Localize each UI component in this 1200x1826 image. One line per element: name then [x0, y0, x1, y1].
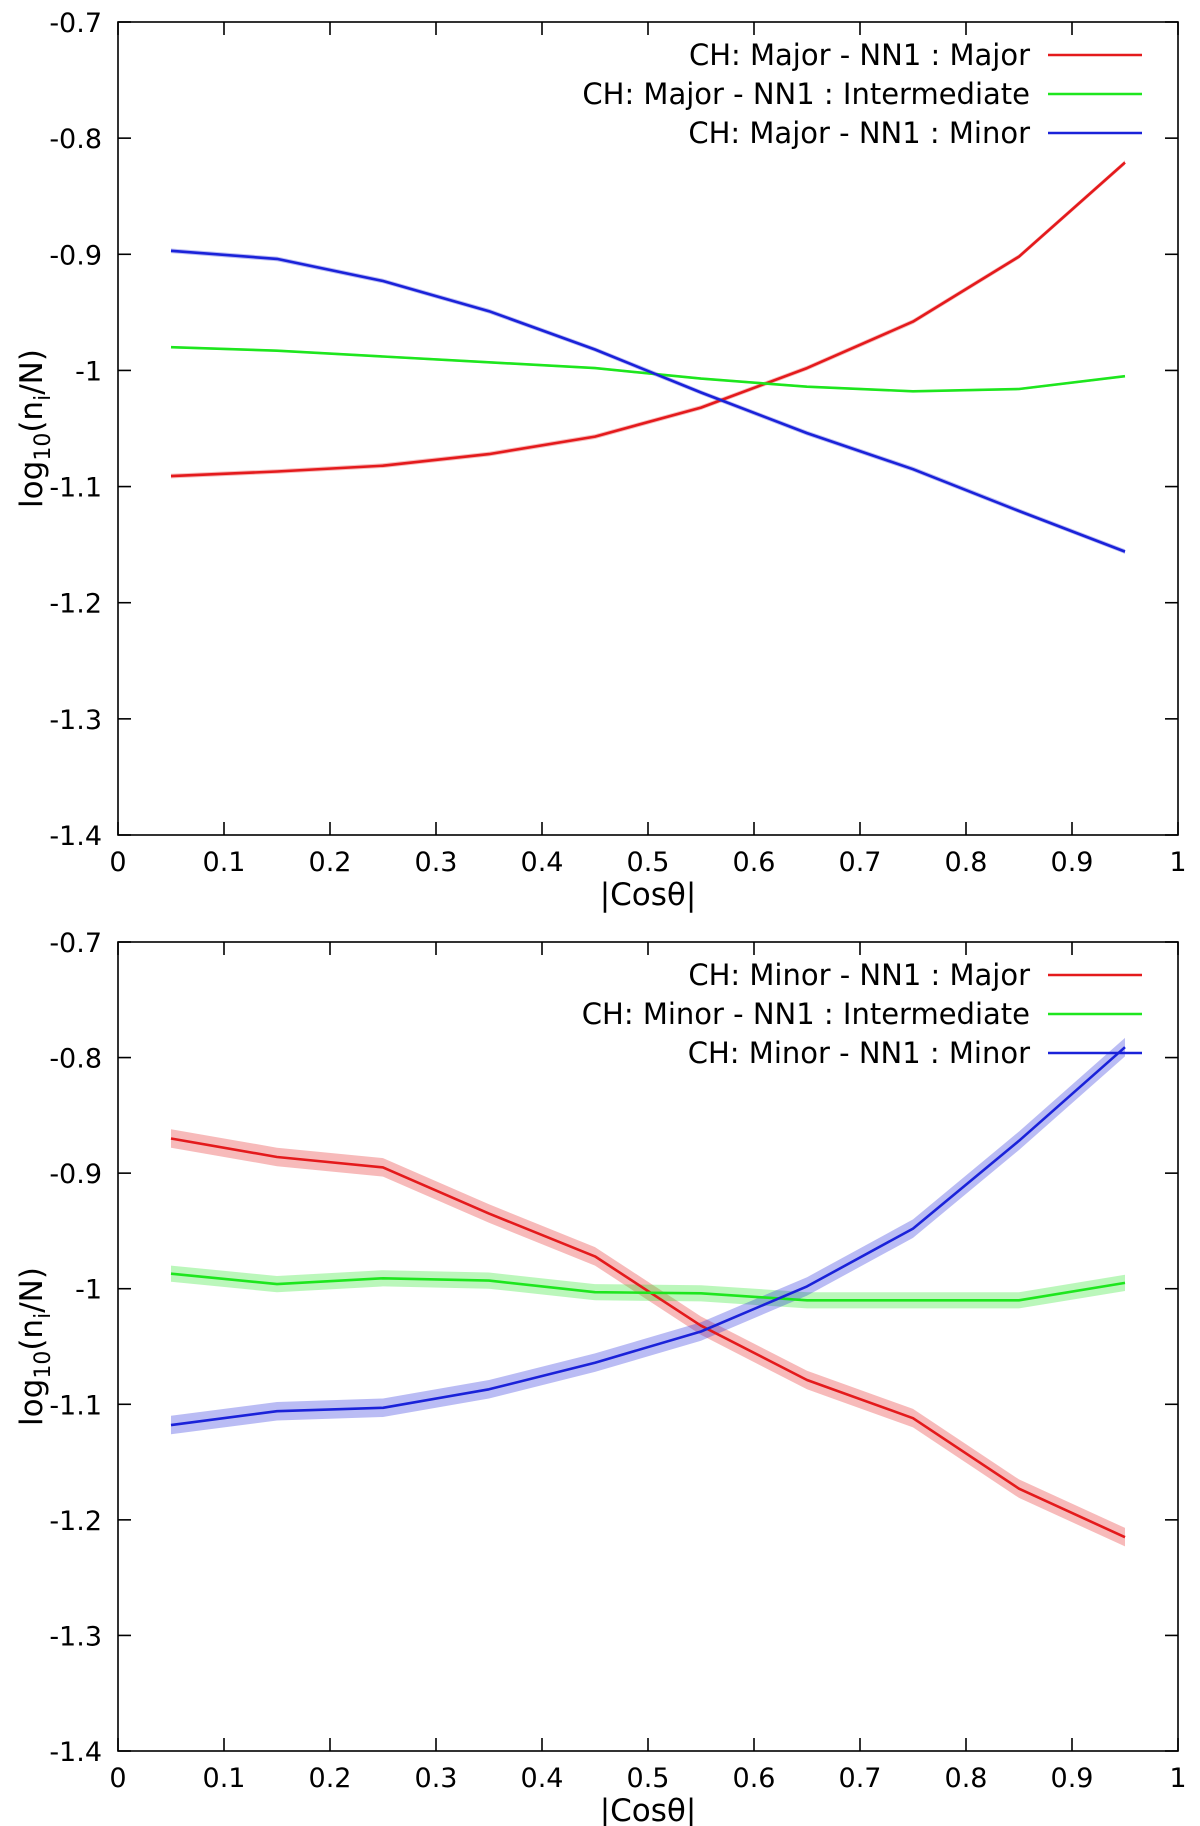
- x-tick-label: 0: [109, 1763, 126, 1794]
- y-axis-title-index: i: [31, 395, 56, 401]
- x-tick-label: 1: [1169, 847, 1186, 878]
- bottom-chart: 0 0.1 0.2 0.3 0.4 0.5 0.6 0.7 0.8 0.9 1 -1.4 -1.3 -1.…: [14, 928, 1187, 1826]
- y-tick-label: -0.9: [49, 1159, 102, 1190]
- y-tick-label: -0.8: [49, 124, 102, 155]
- y-tick-label: -1: [75, 356, 102, 387]
- x-tick-label: 0.7: [839, 1763, 882, 1794]
- x-axis-title: |Cosθ|: [600, 1793, 697, 1826]
- legend-label: CH: Minor - NN1 : Intermediate: [582, 997, 1030, 1031]
- y-axis-title-log: log: [14, 461, 50, 508]
- y-axis-title-subscript: 10: [31, 1351, 56, 1379]
- x-tick-label: 0.9: [1051, 1763, 1094, 1794]
- series-2-line: [170, 345, 1126, 393]
- series-3-error-band: [171, 248, 1125, 554]
- legend-label: CH: Minor - NN1 : Major: [688, 958, 1030, 992]
- x-axis-title: |Cosθ|: [600, 877, 697, 913]
- y-axis-title-close: /N): [14, 1267, 50, 1313]
- y-axis-title-subscript: 10: [31, 433, 56, 461]
- y-tick-label: -1: [75, 1275, 102, 1306]
- series-lines: [170, 161, 1126, 553]
- y-axis-title-open: (n: [14, 1319, 50, 1351]
- x-tick-label: 0.6: [733, 1763, 776, 1794]
- y-tick-label: -0.9: [49, 240, 102, 271]
- y-tick-label: -1.4: [49, 821, 102, 852]
- y-axis-title: log10(ni/N): [14, 349, 56, 508]
- series-3-line: [170, 249, 1126, 553]
- y-tick-label: -1.3: [49, 1621, 102, 1652]
- y-axis-title: log10(ni/N): [14, 1267, 56, 1426]
- y-tick-label: -1.3: [49, 705, 102, 736]
- legend-label: CH: Major - NN1 : Major: [689, 38, 1030, 72]
- x-tick-label: 0.3: [415, 1763, 458, 1794]
- y-tick-label: -0.7: [49, 8, 102, 39]
- x-tick-label: 0.2: [309, 847, 352, 878]
- axes: 0 0.1 0.2 0.3 0.4 0.5 0.6 0.7 0.8 0.9 1 -1.4 -1.3 -1.…: [49, 8, 1186, 878]
- series-1-error-band: [171, 160, 1125, 479]
- y-tick-label: -1.4: [49, 1737, 102, 1768]
- series-1-line: [170, 1137, 1126, 1539]
- error-bands: [171, 1037, 1125, 1547]
- top-chart: 0 0.1 0.2 0.3 0.4 0.5 0.6 0.7 0.8 0.9 1 -1.4 -1.3 -1.…: [14, 8, 1187, 913]
- x-tick-label: 1: [1169, 1763, 1186, 1794]
- x-tick-label: 0.5: [627, 1763, 670, 1794]
- series-3-error-band: [171, 1037, 1125, 1435]
- y-axis-title-close: /N): [14, 349, 50, 395]
- y-axis-title-log: log: [14, 1379, 50, 1426]
- y-tick-label: -0.8: [49, 1044, 102, 1075]
- series-lines: [170, 1046, 1126, 1539]
- legend: CH: Major - NN1 : Major CH: Major - NN1 :…: [582, 38, 1142, 150]
- y-tick-label: -1.1: [49, 1390, 102, 1421]
- x-tick-label: 0: [109, 847, 126, 878]
- legend-label: CH: Major - NN1 : Minor: [688, 116, 1030, 150]
- legend-label: CH: Major - NN1 : Intermediate: [582, 77, 1030, 111]
- error-bands: [171, 160, 1125, 554]
- y-axis-title-index: i: [31, 1313, 56, 1319]
- x-tick-label: 0.4: [521, 1763, 564, 1794]
- x-tick-label: 0.9: [1051, 847, 1094, 878]
- series-2-error-band: [171, 1265, 1125, 1309]
- x-tick-label: 0.7: [839, 847, 882, 878]
- y-tick-label: -1.2: [49, 589, 102, 620]
- series-3-line: [170, 1046, 1126, 1427]
- series-2-line: [170, 1272, 1126, 1302]
- y-tick-label: -1.1: [49, 473, 102, 504]
- x-tick-label: 0.8: [945, 1763, 988, 1794]
- y-axis-title-open: (n: [14, 401, 50, 433]
- axes: 0 0.1 0.2 0.3 0.4 0.5 0.6 0.7 0.8 0.9 1 -1.4 -1.3 -1.…: [49, 928, 1186, 1794]
- legend: CH: Minor - NN1 : Major CH: Minor - NN1 :…: [582, 958, 1142, 1070]
- y-tick-label: -1.2: [49, 1506, 102, 1537]
- x-tick-label: 0.1: [203, 1763, 246, 1794]
- x-tick-label: 0.3: [415, 847, 458, 878]
- x-tick-label: 0.6: [733, 847, 776, 878]
- x-tick-label: 0.2: [309, 1763, 352, 1794]
- legend-label: CH: Minor - NN1 : Minor: [688, 1036, 1030, 1070]
- x-tick-label: 0.1: [203, 847, 246, 878]
- y-tick-label: -0.7: [49, 928, 102, 959]
- series-1-line: [170, 161, 1126, 478]
- x-tick-label: 0.4: [521, 847, 564, 878]
- x-tick-label: 0.5: [627, 847, 670, 878]
- x-tick-label: 0.8: [945, 847, 988, 878]
